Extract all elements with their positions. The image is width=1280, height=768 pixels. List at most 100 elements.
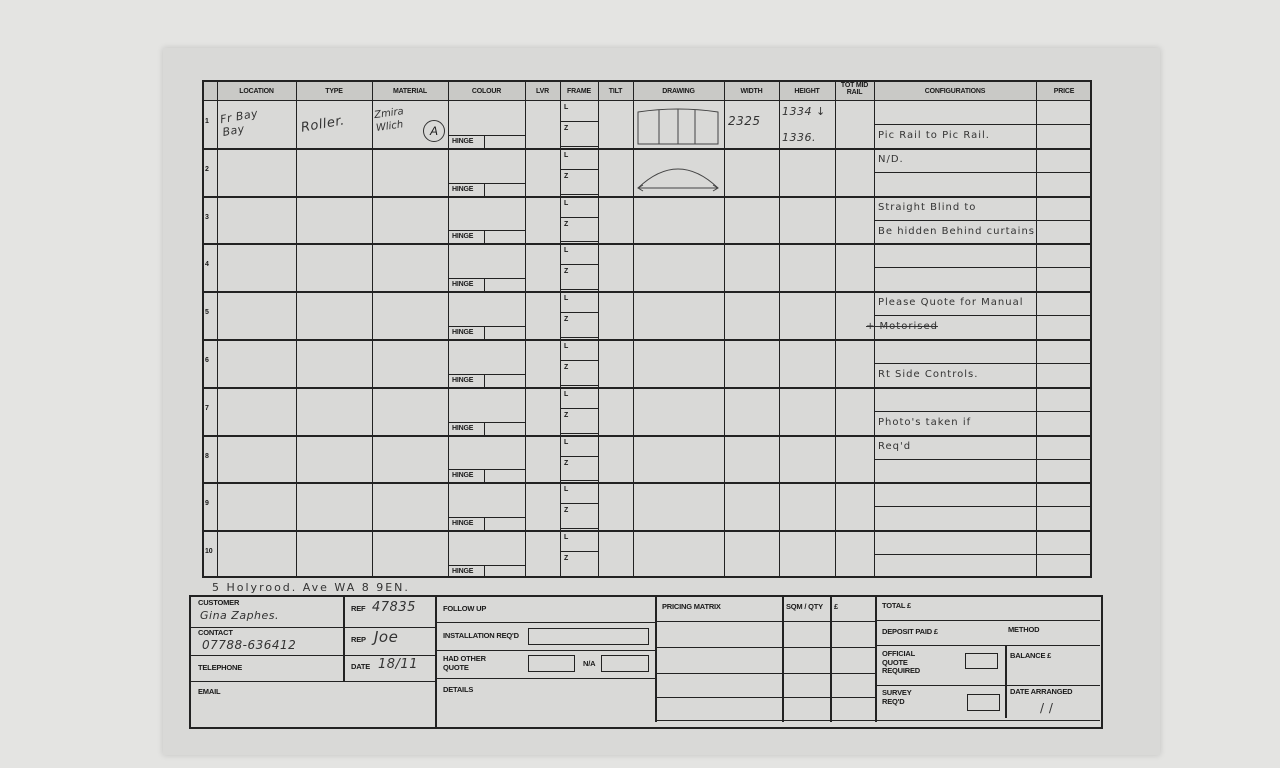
details-label: DETAILS <box>443 685 474 694</box>
date-label: DATE <box>351 662 371 671</box>
frame-z-label: Z <box>564 411 569 419</box>
hinge-label: HINGE <box>452 137 474 145</box>
column-divider <box>1036 80 1037 578</box>
na-label: N/A <box>583 659 596 668</box>
column-divider <box>598 80 599 578</box>
frame-z-label: Z <box>564 220 569 228</box>
hinge-divider <box>448 469 525 471</box>
frame-divider <box>560 120 598 122</box>
official-quote-checkbox[interactable] <box>965 653 998 669</box>
width-value: 2325 <box>728 114 761 128</box>
frame-z-label: Z <box>564 268 569 276</box>
hinge-divider <box>448 373 525 375</box>
section-divider <box>655 673 875 674</box>
row-divider <box>202 482 1092 485</box>
row-divider <box>202 291 1092 294</box>
had-other-quote-label: HAD OTHER QUOTE <box>443 654 486 672</box>
balance-label: BALANCE £ <box>1010 651 1052 660</box>
column-divider <box>525 80 526 578</box>
row-divider <box>202 147 1092 150</box>
official-quote-label: OFFICIAL QUOTE REQUIRED <box>882 649 920 676</box>
frame-z-label: Z <box>564 363 569 371</box>
hinge-divider <box>484 326 485 339</box>
frame-divider <box>560 576 598 577</box>
frame-z-label: Z <box>564 124 569 132</box>
row-divider <box>202 243 1092 246</box>
section-divider <box>875 645 1100 646</box>
frame-divider <box>560 407 598 409</box>
frame-z-label: Z <box>564 555 569 563</box>
frame-l-label: L <box>564 199 569 207</box>
config-divider <box>874 506 1092 508</box>
frame-l-label: L <box>564 104 569 111</box>
frame-l-label: L <box>564 486 569 494</box>
hinge-divider <box>448 565 525 566</box>
frame-z-label: Z <box>564 316 569 324</box>
frame-l-label: L <box>564 390 569 398</box>
column-header-lvr: LVR <box>536 88 549 95</box>
hinge-label: HINGE <box>452 520 474 528</box>
ref-value: 47835 <box>372 600 416 615</box>
frame-l-label: L <box>564 295 569 303</box>
row-number: 6 <box>205 357 209 364</box>
config-divider <box>874 458 1092 460</box>
frame-divider <box>560 384 598 386</box>
hinge-divider <box>448 326 525 327</box>
section-divider <box>782 595 784 722</box>
row-number: 7 <box>205 404 209 412</box>
column-divider <box>874 80 875 578</box>
had-other-quote-checkbox[interactable] <box>528 655 575 672</box>
section-divider <box>655 647 875 648</box>
frame-l-label: L <box>564 247 569 255</box>
column-header-width: WIDTH <box>740 88 763 95</box>
column-header-location: LOCATION <box>239 88 274 95</box>
row-number: 3 <box>205 213 209 221</box>
frame-divider <box>560 312 598 314</box>
hinge-divider <box>484 134 485 148</box>
survey-checkbox[interactable] <box>967 694 1000 711</box>
section-divider <box>435 595 437 729</box>
hinge-label: HINGE <box>452 281 474 289</box>
hinge-divider <box>448 517 525 519</box>
height-bottom-value: 1336. <box>782 131 816 144</box>
config-divider <box>874 267 1092 269</box>
section-divider <box>830 595 832 722</box>
frame-l-label: L <box>564 343 569 350</box>
configuration-line: Straight Blind to <box>878 201 977 213</box>
column-divider <box>633 80 634 578</box>
frame-divider <box>560 528 598 530</box>
row-number: 10 <box>205 548 213 556</box>
method-label: METHOD <box>1008 625 1040 634</box>
column-divider <box>779 80 780 578</box>
column-header-frame: FRAME <box>567 88 591 95</box>
telephone-label: TELEPHONE <box>198 663 243 672</box>
date-value: 18/11 <box>378 657 418 672</box>
frame-l-label: L <box>564 151 569 159</box>
frame-z-label: Z <box>564 507 569 515</box>
frame-l-label: L <box>564 438 569 446</box>
customer-name: Gina Zaphes. <box>200 609 280 622</box>
na-checkbox[interactable] <box>601 655 649 672</box>
column-header-configurations: CONFIGURATIONS <box>924 88 986 95</box>
installation-checkbox[interactable] <box>528 628 649 645</box>
hinge-divider <box>484 421 485 435</box>
customer-label: CUSTOMER <box>198 598 240 607</box>
column-header-price: PRICE <box>1053 88 1075 95</box>
contact-value: 07788-636412 <box>202 638 297 652</box>
hinge-divider <box>484 373 485 387</box>
column-header-tot-mid-rail: TOT MID RAIL <box>840 82 869 96</box>
section-divider <box>655 595 657 722</box>
config-divider <box>874 410 1092 412</box>
frame-divider <box>560 455 598 457</box>
column-header-drawing: DRAWING <box>662 88 695 95</box>
config-divider <box>874 171 1092 173</box>
column-header-colour: COLOUR <box>471 88 502 95</box>
sqm-qty-label: SQM / QTY <box>786 602 823 611</box>
frame-divider <box>560 551 598 553</box>
column-divider <box>724 80 725 578</box>
header-divider <box>202 100 1092 101</box>
hinge-divider <box>484 565 485 578</box>
section-divider <box>655 720 1100 721</box>
hinge-divider <box>448 421 525 423</box>
section-divider <box>655 621 875 622</box>
